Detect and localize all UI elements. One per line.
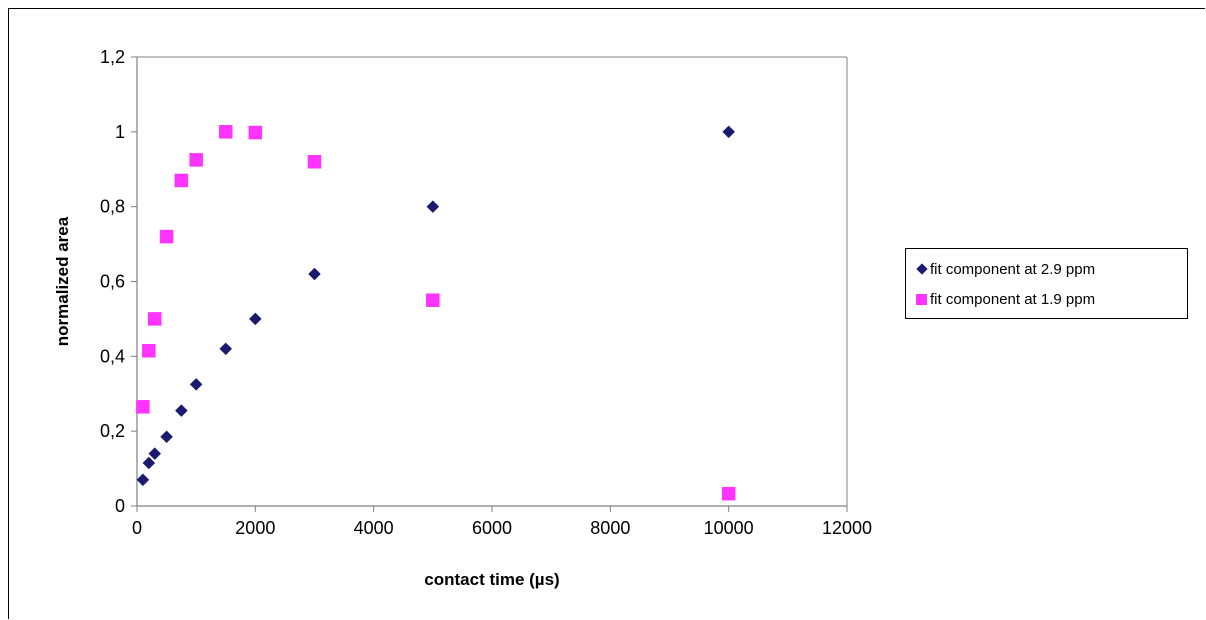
legend-label: fit component at 2.9 ppm: [930, 260, 1096, 278]
square-marker-icon: [916, 293, 927, 305]
data-marks: [136, 125, 736, 501]
y-tick-label: 1,2: [100, 47, 125, 67]
legend-item-series-1: fit component at 2.9 ppm: [916, 258, 1095, 280]
legend-label: fit component at 1.9 ppm: [930, 290, 1096, 308]
y-tick-label: 0: [115, 496, 125, 516]
legend: fit component at 2.9 ppm fit component a…: [905, 248, 1188, 319]
x-tick-label: 8000: [590, 518, 630, 538]
x-tick-label: 4000: [354, 518, 394, 538]
y-tick-label: 0,2: [100, 421, 125, 441]
x-tick-label: 0: [132, 518, 142, 538]
data-point-diamond: [160, 430, 173, 444]
data-point-diamond: [248, 312, 262, 326]
data-point-square: [159, 229, 174, 244]
y-tick-label: 1: [115, 122, 125, 142]
data-point-diamond: [308, 267, 321, 281]
data-point-diamond: [175, 404, 188, 417]
data-point-diamond: [219, 342, 233, 356]
x-axis-title: contact time (µs): [424, 570, 559, 589]
y-tick-label: 0,8: [100, 197, 125, 217]
x-tick-label: 6000: [472, 518, 512, 538]
data-point-square: [307, 155, 322, 169]
diamond-marker-icon: [916, 263, 928, 275]
y-axis-title: normalized area: [53, 216, 72, 346]
data-point-diamond: [722, 125, 736, 139]
tick-labels: 0 2000 4000 6000 8000 10000 12000 0 0,2 0,4 0,6 0,8…: [100, 47, 872, 538]
data-point-diamond: [148, 447, 162, 460]
data-point-square: [148, 312, 162, 326]
data-point-square: [721, 486, 736, 501]
data-point-diamond: [136, 473, 150, 487]
data-point-square: [136, 400, 150, 414]
x-tick-label: 2000: [235, 518, 275, 538]
x-tick-label: 12000: [822, 518, 872, 538]
y-tick-label: 0,6: [100, 272, 125, 292]
data-point-square: [248, 125, 263, 140]
data-point-square: [189, 153, 203, 167]
data-point-diamond: [142, 456, 156, 470]
plot-area: [137, 56, 848, 506]
axes: [131, 56, 848, 512]
chart-frame: [8, 8, 1205, 619]
legend-item-series-2: fit component at 1.9 ppm: [916, 288, 1095, 310]
data-point-diamond: [189, 378, 203, 391]
data-point-square: [142, 343, 156, 358]
x-tick-label: 10000: [704, 518, 754, 538]
y-tick-label: 0,4: [100, 346, 125, 366]
data-point-diamond: [426, 200, 440, 214]
data-point-square: [426, 293, 440, 307]
data-point-square: [174, 173, 189, 188]
data-point-square: [219, 125, 233, 139]
